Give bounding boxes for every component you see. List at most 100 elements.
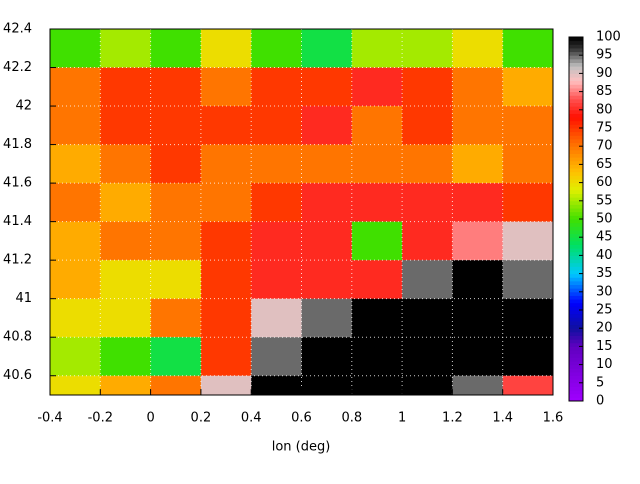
colorbar-segment <box>569 371 583 377</box>
colorbar-segment <box>569 117 583 122</box>
colorbar-segment <box>569 73 583 78</box>
colorbar-segment <box>569 353 583 358</box>
heat-cell <box>150 144 202 184</box>
colorbar-segment <box>569 153 583 158</box>
colorbar-segment <box>569 288 583 293</box>
colorbar-segment <box>569 168 583 173</box>
x-tick-label: 1.2 <box>442 411 463 426</box>
colorbar-segment <box>569 131 583 136</box>
x-tick-label: 0.2 <box>191 411 212 426</box>
colorbar-segment <box>569 157 583 162</box>
y-tick-label: 40.8 <box>3 330 32 345</box>
colorbar-segment <box>569 215 583 220</box>
colorbar-segment <box>569 310 583 315</box>
heat-cell <box>150 67 202 107</box>
y-tick-label: 42.2 <box>3 60 32 75</box>
colorbar-segment <box>569 138 583 144</box>
heat-cell <box>351 298 403 338</box>
heat-cell <box>150 221 202 261</box>
colorbar-segment <box>569 266 583 271</box>
colorbar-tick-label: 50 <box>596 212 613 227</box>
heat-cell <box>452 375 504 395</box>
heat-cell <box>251 375 302 395</box>
heat-cell <box>251 67 302 107</box>
heat-cell <box>402 260 453 300</box>
heat-cell <box>502 375 553 395</box>
heat-cell <box>452 29 504 69</box>
heat-cell <box>100 144 152 184</box>
colorbar-segment <box>569 299 583 304</box>
colorbar-segment <box>569 106 583 111</box>
heat-cell <box>351 106 403 146</box>
colorbar-segment <box>569 197 583 202</box>
heat-cell <box>351 67 403 107</box>
y-tick-label: 42 <box>15 99 32 114</box>
heat-cell <box>351 260 403 300</box>
y-tick-label: 41.4 <box>3 214 32 229</box>
colorbar-segment <box>569 182 583 187</box>
heat-cell <box>251 106 302 146</box>
heat-cell <box>100 29 152 69</box>
colorbar-tick-label: 40 <box>596 248 613 263</box>
heat-cell <box>251 144 302 184</box>
colorbar-segment <box>569 219 583 224</box>
heat-cell <box>150 298 202 338</box>
heat-cell <box>452 337 504 377</box>
heat-cell <box>200 106 252 146</box>
colorbar-segment <box>569 58 583 63</box>
colorbar-segment <box>569 280 583 286</box>
heat-cell <box>251 29 302 69</box>
heat-cell <box>50 221 101 261</box>
colorbar-segment <box>569 248 583 253</box>
colorbar-tick-label: 55 <box>596 193 613 208</box>
heat-cell <box>200 337 252 377</box>
colorbar-segment <box>569 146 583 151</box>
colorbar-segment <box>569 273 583 278</box>
x-tick-label: 1.6 <box>543 411 564 426</box>
heat-cell <box>301 183 353 223</box>
colorbar-tick-label: 45 <box>596 230 613 245</box>
heat-cell <box>452 144 504 184</box>
colorbar-segment <box>569 211 583 216</box>
colorbar-segment <box>569 44 583 49</box>
colorbar-segment <box>569 240 583 245</box>
colorbar-segment <box>569 226 583 231</box>
colorbar-tick-label: 80 <box>596 102 613 117</box>
colorbar-segment <box>569 142 583 147</box>
x-tick-label: 0 <box>146 411 154 426</box>
heat-cell <box>251 298 302 338</box>
colorbar-segment <box>569 55 583 60</box>
heat-cell <box>200 29 252 69</box>
colorbar-segment <box>569 37 583 42</box>
heat-cell <box>351 29 403 69</box>
heat-cell <box>351 337 403 377</box>
colorbar-segment <box>569 295 583 300</box>
colorbar-segment <box>569 237 583 242</box>
heat-cell <box>50 298 101 338</box>
heat-cell <box>351 144 403 184</box>
colorbar-segment <box>569 317 583 322</box>
colorbar-segment <box>569 306 583 311</box>
heat-cell <box>502 183 553 223</box>
colorbar-segment <box>569 320 583 326</box>
heat-cell <box>301 298 353 338</box>
y-tick-label: 41.8 <box>3 137 32 152</box>
colorbar-segment <box>569 397 583 402</box>
heat-cell <box>50 144 101 184</box>
colorbar-tick-label: 85 <box>596 84 613 99</box>
x-tick-label: 0.8 <box>341 411 362 426</box>
colorbar-segment <box>569 98 583 104</box>
heat-cell <box>301 375 353 395</box>
heat-cell <box>301 29 353 69</box>
y-tick-label: 42.4 <box>3 22 32 37</box>
colorbar-segment <box>569 313 583 318</box>
colorbar-segment <box>569 66 583 71</box>
colorbar-segment <box>569 244 583 249</box>
heat-cell <box>150 375 202 395</box>
heat-cell <box>100 375 152 395</box>
x-axis-label: lon (deg) <box>272 440 331 455</box>
heat-cell <box>301 67 353 107</box>
colorbar-segment <box>569 277 583 282</box>
colorbar-segment <box>569 128 583 133</box>
